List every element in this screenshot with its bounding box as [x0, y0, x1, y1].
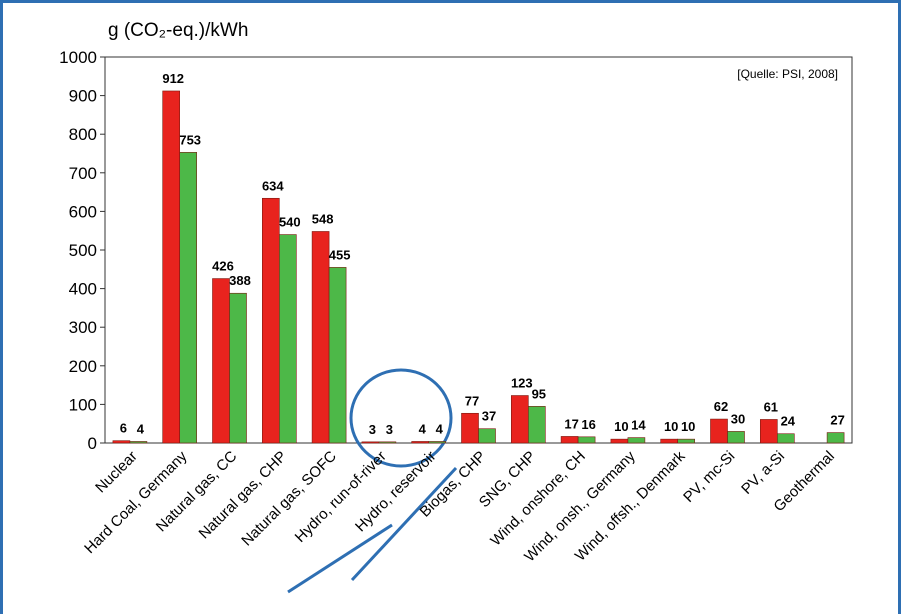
data-label: 77 [465, 393, 479, 408]
x-tick-label: PV, mc-Si [680, 448, 738, 506]
x-tick-label: Hydro, run-of-river [292, 448, 390, 546]
highlight-underline [350, 466, 458, 582]
bar [478, 428, 496, 444]
bar [710, 418, 728, 444]
y-tick-label: 200 [69, 357, 97, 376]
y-tick-label: 500 [69, 241, 97, 260]
highlight-underline [287, 523, 393, 594]
bar [610, 438, 629, 444]
data-label: 3 [369, 422, 376, 437]
source-annotation: [Quelle: PSI, 2008] [737, 67, 838, 81]
data-label: 27 [830, 413, 844, 428]
bar [826, 432, 845, 444]
data-label: 540 [279, 215, 301, 230]
y-axis-title: g (CO₂-eq.)/kWh [108, 20, 248, 41]
bar [461, 412, 479, 444]
y-tick-label: 600 [69, 202, 97, 221]
bar [560, 436, 579, 444]
x-tick-label: Natural gas, CHP [196, 448, 291, 543]
y-tick-label: 900 [69, 87, 97, 106]
data-label: 10 [681, 419, 695, 434]
bar [527, 406, 546, 444]
bar [311, 231, 330, 444]
bar [627, 437, 646, 444]
data-label: 24 [781, 414, 796, 429]
y-tick-label: 100 [69, 395, 97, 414]
y-tick-label: 400 [69, 280, 97, 299]
data-label: 4 [419, 421, 427, 436]
y-tick-label: 1000 [59, 48, 97, 67]
bar [261, 197, 280, 444]
x-tick-label: Natural gas, SOFC [238, 448, 340, 550]
data-label: 4 [137, 421, 145, 436]
data-label: 62 [714, 399, 728, 414]
bar [328, 267, 347, 444]
bar [577, 436, 596, 444]
data-label: 123 [511, 376, 533, 391]
x-tick-label: Nuclear [92, 448, 141, 497]
bar [129, 441, 148, 444]
data-label: 61 [764, 399, 778, 414]
data-label: 455 [329, 247, 351, 262]
bar [229, 292, 247, 444]
bar [660, 438, 679, 444]
bar [378, 441, 397, 444]
y-tick-label: 800 [69, 125, 97, 144]
bar [677, 438, 696, 444]
x-tick-label: PV, a-Si [738, 448, 788, 498]
x-tick-label: Wind, onshore, CH [487, 448, 589, 550]
data-label: 95 [532, 386, 546, 401]
data-label: 14 [631, 418, 646, 433]
data-label: 37 [482, 409, 496, 424]
y-tick-label: 0 [88, 434, 97, 453]
bar [510, 395, 529, 444]
y-tick-label: 700 [69, 164, 97, 183]
bar [411, 441, 430, 444]
data-label: 753 [179, 132, 201, 147]
data-label: 548 [312, 211, 334, 226]
bar [278, 234, 297, 444]
bar [727, 431, 745, 444]
data-label: 634 [262, 178, 284, 193]
bar [112, 440, 131, 444]
bar [776, 433, 795, 444]
highlight-circle [349, 368, 453, 468]
bar [179, 152, 197, 444]
data-label: 16 [581, 417, 595, 432]
bar [759, 419, 778, 444]
data-label: 6 [120, 421, 127, 436]
data-label: 4 [436, 421, 444, 436]
data-label: 30 [731, 411, 745, 426]
bar [428, 441, 447, 444]
bar [162, 90, 180, 444]
data-label: 388 [229, 273, 251, 288]
bar [361, 441, 380, 444]
data-label: 426 [212, 259, 234, 274]
y-tick-label: 300 [69, 318, 97, 337]
data-label: 17 [564, 416, 578, 431]
data-label: 912 [162, 71, 184, 86]
data-label: 3 [386, 422, 393, 437]
data-label: 10 [614, 419, 628, 434]
data-label: 10 [664, 419, 678, 434]
bar [212, 278, 230, 444]
